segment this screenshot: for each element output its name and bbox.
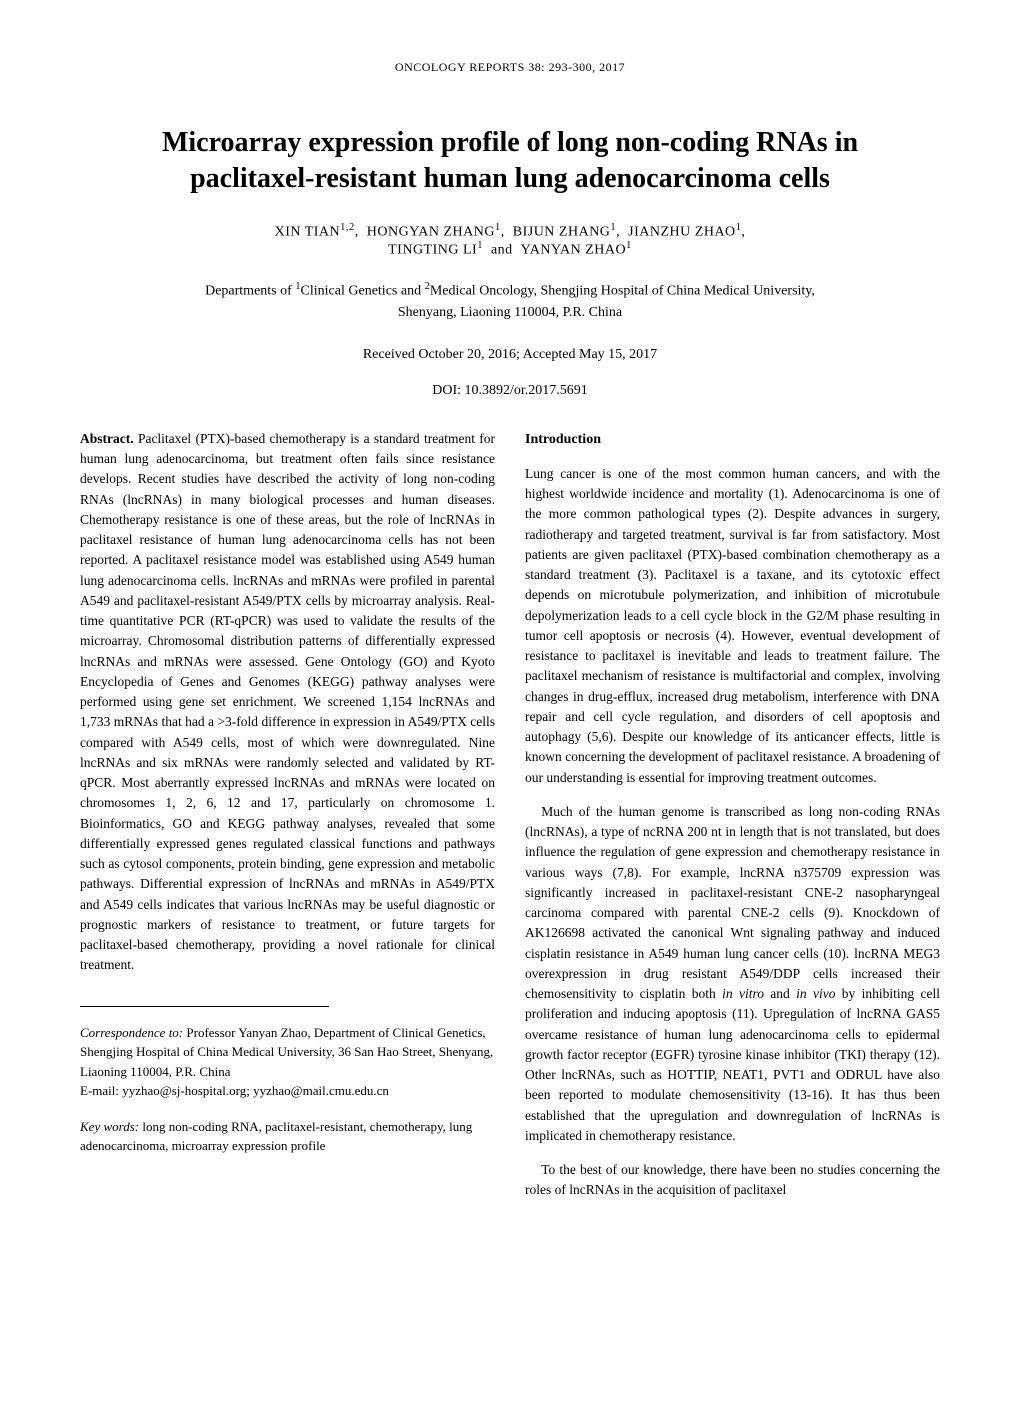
left-column: Abstract. Paclitaxel (PTX)-based chemoth… xyxy=(80,429,495,1201)
correspondence-email: E-mail: yyzhao@sj-hospital.org; yyzhao@m… xyxy=(80,1083,389,1098)
authors-list: XIN TIAN1,2, HONGYAN ZHANG1, BIJUN ZHANG… xyxy=(80,222,940,259)
two-column-body: Abstract. Paclitaxel (PTX)-based chemoth… xyxy=(80,429,940,1201)
journal-citation: ONCOLOGY REPORTS 38: 293-300, 2017 xyxy=(395,60,625,74)
abstract-label: Abstract. xyxy=(80,431,134,446)
abstract-paragraph: Abstract. Paclitaxel (PTX)-based chemoth… xyxy=(80,429,495,976)
introduction-heading: Introduction xyxy=(525,429,940,450)
abstract-text: Paclitaxel (PTX)-based chemotherapy is a… xyxy=(80,431,495,973)
separator-line xyxy=(80,1006,329,1007)
title-line-1: Microarray expression profile of long no… xyxy=(162,127,858,158)
introduction-paragraph-2: Much of the human genome is transcribed … xyxy=(525,802,940,1146)
keywords-text: long non-coding RNA, paclitaxel-resistan… xyxy=(80,1119,472,1154)
introduction-paragraph-1: Lung cancer is one of the most common hu… xyxy=(525,464,940,788)
right-column: Introduction Lung cancer is one of the m… xyxy=(525,429,940,1201)
doi: DOI: 10.3892/or.2017.5691 xyxy=(80,383,940,399)
journal-header: ONCOLOGY REPORTS 38: 293-300, 2017 xyxy=(80,60,940,75)
correspondence-label: Correspondence to: xyxy=(80,1025,183,1040)
affiliations: Departments of 1Clinical Genetics and 2M… xyxy=(80,279,940,323)
title-line-2: paclitaxel-resistant human lung adenocar… xyxy=(190,163,830,194)
received-accepted-dates: Received October 20, 2016; Accepted May … xyxy=(80,347,940,363)
keywords-block: Key words: long non-coding RNA, paclitax… xyxy=(80,1117,495,1156)
keywords-label: Key words: xyxy=(80,1119,139,1134)
correspondence-block: Correspondence to: Professor Yanyan Zhao… xyxy=(80,1023,495,1101)
article-title: Microarray expression profile of long no… xyxy=(80,125,940,198)
introduction-paragraph-3: To the best of our knowledge, there have… xyxy=(525,1160,940,1201)
